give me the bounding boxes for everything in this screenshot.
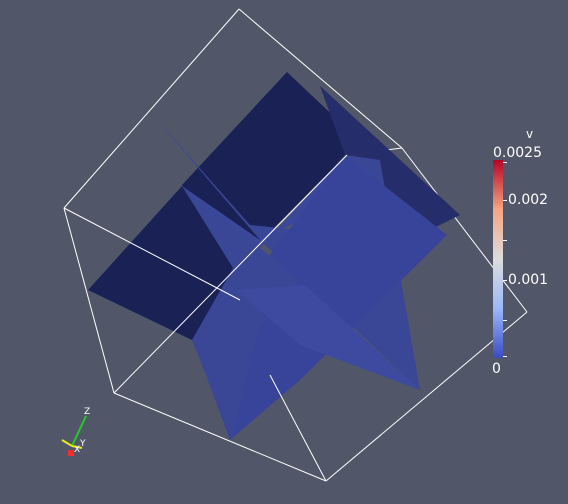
- box-front-edges: [63, 8, 528, 482]
- colorbar-tick: [503, 356, 507, 357]
- plane-right-lower: [193, 155, 447, 440]
- colorbar-gradient: [493, 160, 503, 358]
- colorbar-label-max: 0.0025: [493, 145, 542, 161]
- colorbar-tick: [503, 162, 507, 163]
- colorbar-title: v: [526, 127, 534, 141]
- axis-y-label: Y: [80, 439, 86, 449]
- colorbar-label-mid-high: 0.002: [508, 192, 549, 208]
- colorbar-tick: [503, 320, 507, 321]
- colorbar-tick: [503, 240, 507, 241]
- colorbar-tick: [503, 280, 507, 281]
- plane-upper-right: [320, 86, 460, 230]
- colorbar-label-min: 0: [492, 361, 501, 377]
- plane-front: [182, 186, 300, 440]
- axis-z-label: Z: [84, 407, 91, 417]
- colorbar-tick: [503, 200, 507, 201]
- plane-left-dark: [88, 186, 236, 340]
- plane-cross-lower: [236, 285, 420, 390]
- orientation-axes: [61, 415, 87, 456]
- colorbar-label-mid-low: 0.001: [508, 272, 549, 288]
- axis-x-label: X: [74, 445, 81, 455]
